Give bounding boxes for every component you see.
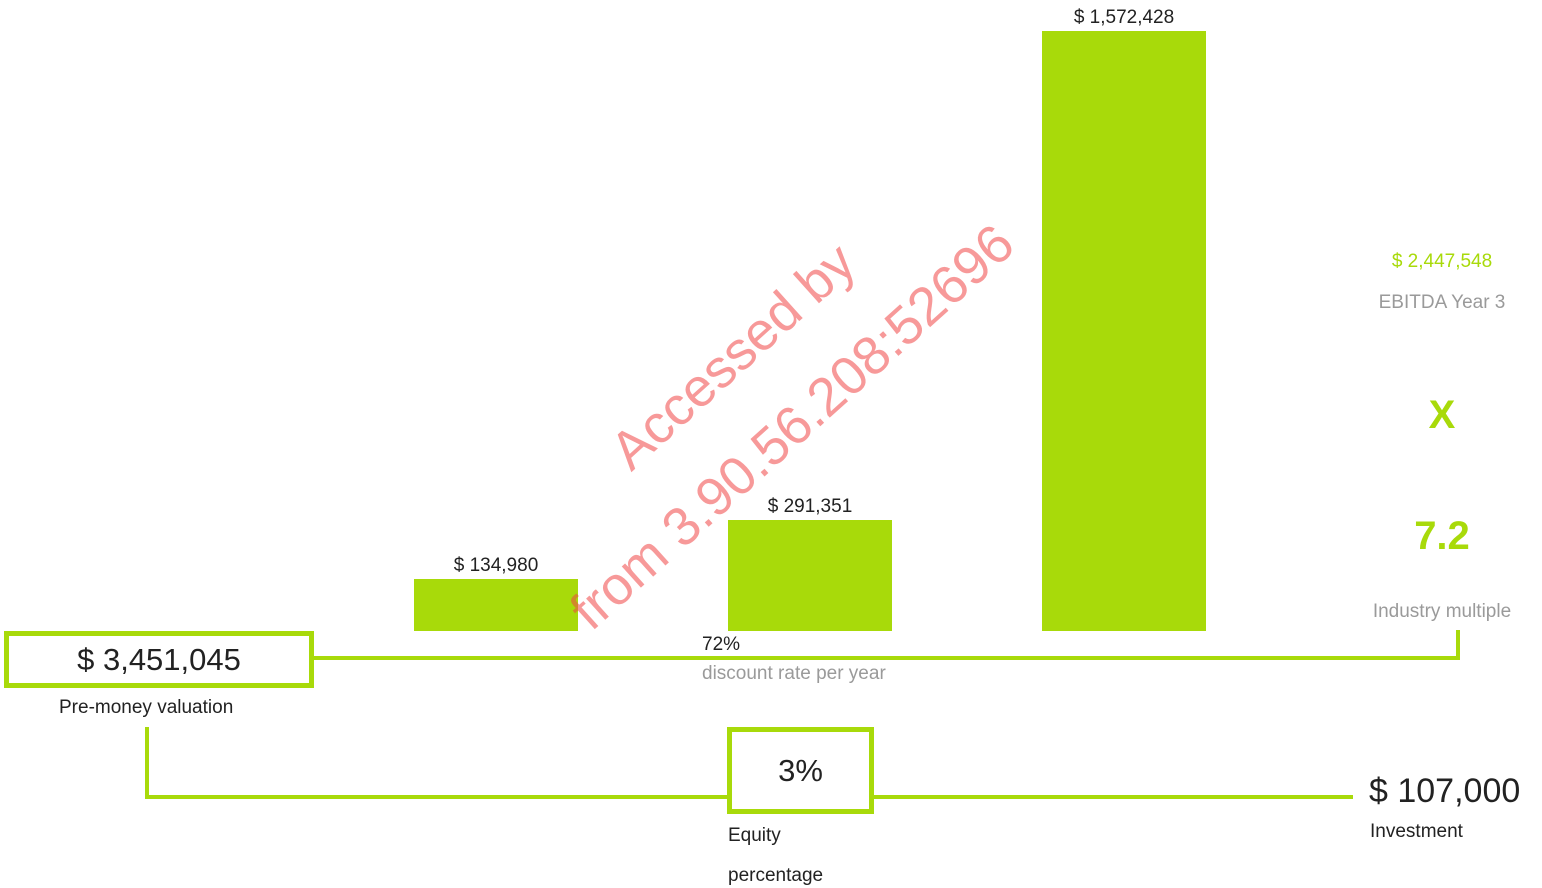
investment-value: $ 107,000 [1369, 772, 1521, 810]
bar-value-label-1: $ 134,980 [453, 555, 539, 576]
equity-label-line1: Equity [728, 825, 781, 846]
investment-label: Investment [1370, 821, 1463, 842]
pre-money-label: Pre-money valuation [59, 697, 234, 718]
equity-value: 3% [778, 752, 823, 788]
ebitda-label: EBITDA Year 3 [1378, 292, 1506, 313]
equity-value-box: 3% [727, 727, 874, 814]
bar-2 [728, 520, 892, 631]
bar-1 [414, 579, 578, 631]
ebitda-value: $ 2,447,548 [1391, 251, 1493, 272]
bar-3 [1042, 31, 1206, 631]
discount-rate-value: 72% [702, 634, 741, 655]
multiply-sign: X [1428, 393, 1456, 437]
industry-multiple-value: 7.2 [1414, 514, 1470, 558]
pre-money-value-box: $ 3,451,045 [4, 631, 314, 688]
discount-rate-label: discount rate per year [702, 663, 886, 684]
bar-value-label-2: $ 291,351 [767, 496, 853, 517]
industry-multiple-label: Industry multiple [1372, 601, 1512, 622]
pre-money-down-line [145, 727, 149, 799]
valuation-connector-line [312, 656, 1460, 660]
watermark-line1: Accessed by [599, 231, 867, 482]
multiple-connector-line [1456, 630, 1460, 660]
bar-value-label-3: $ 1,572,428 [1073, 7, 1175, 28]
pre-money-value: $ 3,451,045 [77, 641, 241, 677]
equity-label-line2: percentage [728, 865, 824, 886]
